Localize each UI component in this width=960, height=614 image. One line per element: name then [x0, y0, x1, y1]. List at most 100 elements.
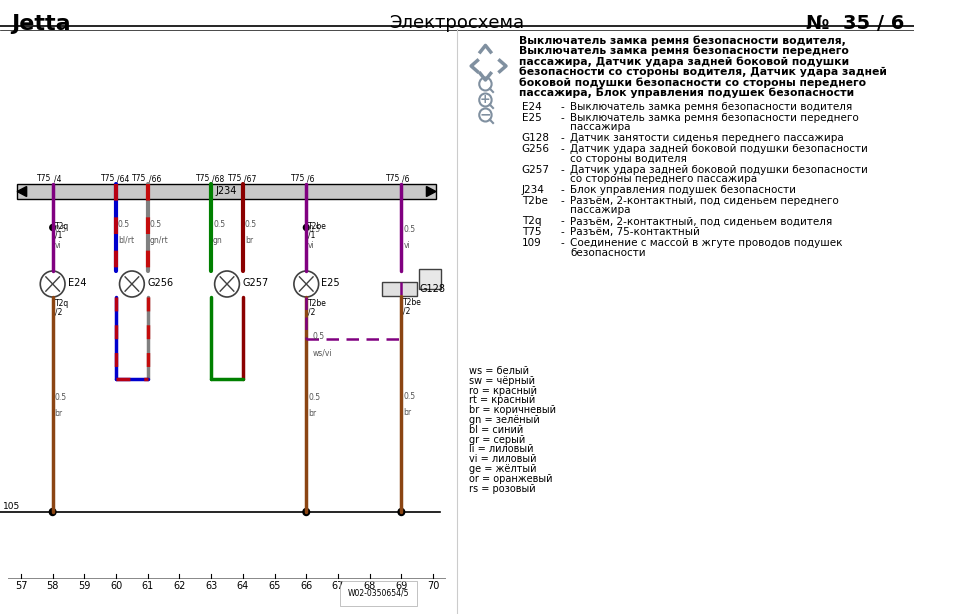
Text: Выключатель замка ремня безопасности водителя: Выключатель замка ремня безопасности вод… — [570, 102, 852, 112]
Text: -: - — [561, 165, 564, 175]
Circle shape — [120, 271, 144, 297]
Text: №  35 / 6: № 35 / 6 — [805, 14, 904, 33]
Text: /4: /4 — [54, 174, 61, 183]
Text: br: br — [403, 408, 412, 417]
Text: пассажира: пассажира — [570, 206, 631, 216]
Text: Выключатель замка ремня безопасности переднего: Выключатель замка ремня безопасности пер… — [570, 113, 859, 123]
Text: G257: G257 — [521, 165, 549, 175]
Text: T2q: T2q — [55, 299, 69, 308]
Text: Выключатель замка ремня безопасности водителя,: Выключатель замка ремня безопасности вод… — [518, 35, 846, 45]
Text: со стороны переднего пассажира: со стороны переднего пассажира — [570, 174, 757, 184]
Text: 0.5: 0.5 — [308, 392, 321, 402]
Text: T75: T75 — [521, 227, 541, 238]
Text: sw = чёрный: sw = чёрный — [469, 376, 536, 386]
Text: 0.5: 0.5 — [313, 332, 325, 341]
Text: /68: /68 — [212, 174, 225, 183]
Circle shape — [40, 271, 65, 297]
Text: vi: vi — [403, 241, 410, 249]
Text: T75: T75 — [196, 174, 210, 183]
Text: bl = синий: bl = синий — [469, 425, 523, 435]
Text: T75: T75 — [386, 174, 400, 183]
Text: /2: /2 — [55, 307, 62, 316]
Text: Соединение с массой в жгуте проводов подушек: Соединение с массой в жгуте проводов под… — [570, 238, 843, 249]
Text: br: br — [245, 236, 252, 244]
Text: 0.5: 0.5 — [403, 225, 416, 233]
Text: 63: 63 — [205, 581, 217, 591]
Text: 61: 61 — [142, 581, 154, 591]
Text: vi: vi — [308, 241, 315, 249]
Text: Электросхема: Электросхема — [390, 14, 524, 32]
Text: пассажира, Блок управления подушек безопасности: пассажира, Блок управления подушек безоп… — [518, 88, 853, 98]
Polygon shape — [17, 187, 27, 196]
Text: T75: T75 — [291, 174, 305, 183]
Text: -: - — [561, 196, 564, 206]
Text: 0.5: 0.5 — [213, 219, 226, 228]
Text: /64: /64 — [117, 174, 130, 183]
Text: со стороны водителя: со стороны водителя — [570, 154, 687, 164]
Text: -: - — [561, 238, 564, 249]
Text: rt = красный: rt = красный — [469, 395, 536, 405]
Circle shape — [303, 225, 309, 230]
Text: -: - — [561, 113, 564, 123]
Text: /67: /67 — [244, 174, 256, 183]
Text: -: - — [561, 144, 564, 154]
Text: T2q: T2q — [521, 216, 541, 227]
Text: 0.5: 0.5 — [118, 219, 130, 228]
Text: ws = белый: ws = белый — [469, 366, 529, 376]
Text: 66: 66 — [300, 581, 312, 591]
Text: −: − — [480, 107, 492, 122]
Text: T2be: T2be — [308, 299, 327, 308]
Circle shape — [50, 225, 56, 230]
Text: T75: T75 — [228, 174, 242, 183]
Text: E24: E24 — [68, 278, 86, 288]
Text: T75: T75 — [101, 174, 115, 183]
Text: T75: T75 — [132, 174, 147, 183]
Text: -: - — [561, 102, 564, 112]
Circle shape — [215, 271, 239, 297]
Text: bl/rt: bl/rt — [118, 236, 134, 244]
Text: T2be: T2be — [403, 298, 422, 307]
Text: -: - — [561, 216, 564, 227]
Text: T2be: T2be — [308, 222, 327, 231]
Text: vi: vi — [55, 241, 61, 249]
Text: 0.5: 0.5 — [245, 219, 257, 228]
Text: +: + — [480, 93, 491, 106]
Text: gr = серый: gr = серый — [469, 435, 525, 445]
Text: Разъём, 2-контактный, под сиденьем переднего: Разъём, 2-контактный, под сиденьем перед… — [570, 196, 839, 206]
Text: Датчик удара задней боковой подушки безопасности: Датчик удара задней боковой подушки безо… — [570, 165, 868, 175]
Text: 60: 60 — [110, 581, 122, 591]
Text: 0.5: 0.5 — [308, 225, 321, 233]
Text: 57: 57 — [14, 581, 27, 591]
Text: 0.5: 0.5 — [55, 392, 66, 402]
Text: 62: 62 — [173, 581, 185, 591]
Text: Датчик занятости сиденья переднего пассажира: Датчик занятости сиденья переднего пасса… — [570, 133, 844, 144]
Circle shape — [294, 271, 319, 297]
Text: /6: /6 — [402, 174, 410, 183]
Text: безопасности со стороны водителя, Датчик удара задней: безопасности со стороны водителя, Датчик… — [518, 66, 887, 77]
Text: J234: J234 — [521, 185, 544, 195]
Text: G128: G128 — [420, 284, 445, 294]
Bar — [419, 269, 442, 289]
Text: 67: 67 — [332, 581, 344, 591]
Text: T2q: T2q — [55, 222, 69, 231]
Text: Датчик удара задней боковой подушки безопасности: Датчик удара задней боковой подушки безо… — [570, 144, 868, 154]
Text: Выключатель замка ремня безопасности переднего: Выключатель замка ремня безопасности пер… — [518, 45, 849, 56]
Text: E25: E25 — [521, 113, 541, 123]
Text: vi = лиловый: vi = лиловый — [469, 454, 537, 464]
Text: /6: /6 — [307, 174, 315, 183]
Text: br: br — [308, 408, 316, 418]
Polygon shape — [426, 187, 436, 196]
Text: /1: /1 — [55, 230, 62, 239]
Text: -: - — [561, 185, 564, 195]
Text: 105: 105 — [3, 502, 20, 511]
Text: Разъём, 2-контактный, под сиденьем водителя: Разъём, 2-контактный, под сиденьем водит… — [570, 216, 832, 227]
Text: Разъём, 75-контактный: Разъём, 75-контактный — [570, 227, 700, 238]
Text: ge = жёлтый: ge = жёлтый — [469, 464, 537, 474]
Text: rs = розовый: rs = розовый — [469, 484, 536, 494]
Text: 109: 109 — [521, 238, 541, 249]
Text: G256: G256 — [147, 278, 173, 288]
Text: E25: E25 — [322, 278, 340, 288]
Text: gn: gn — [213, 236, 223, 244]
Text: /66: /66 — [149, 174, 161, 183]
Text: 0.5: 0.5 — [403, 392, 416, 401]
